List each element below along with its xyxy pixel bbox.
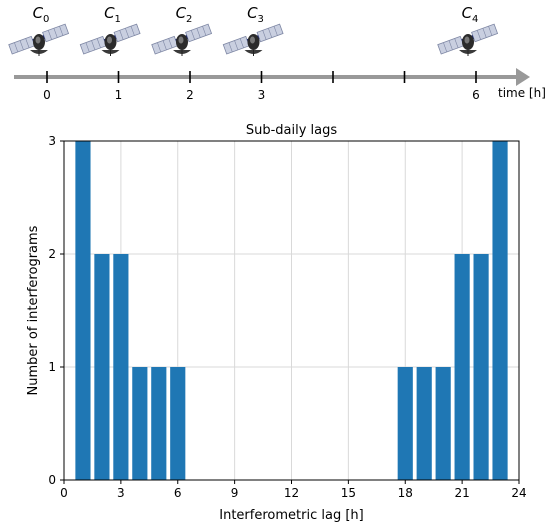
x-tick-label: 24	[511, 486, 526, 500]
timeline-tick-label: 0	[43, 88, 51, 102]
satellite-icon	[437, 23, 499, 57]
x-tick-label: 3	[117, 486, 125, 500]
x-tick-label: 12	[284, 486, 299, 500]
timeline-tick-label: 6	[472, 88, 480, 102]
bar	[397, 367, 413, 480]
satellite-label: C2	[176, 4, 193, 25]
x-tick-label: 21	[454, 486, 469, 500]
satellite-label: C0	[33, 4, 50, 25]
timeline: 0 1 2 3 6 time [h] C0 C1 C2 C3 C4	[8, 4, 546, 102]
satellite-label: C1	[104, 4, 121, 25]
y-tick-label: 0	[48, 473, 56, 487]
bar	[113, 254, 129, 480]
bar	[132, 367, 148, 480]
bar	[454, 254, 470, 480]
y-tick-label: 2	[48, 247, 56, 261]
y-tick-label: 3	[48, 134, 56, 148]
x-axis-label: Interferometric lag [h]	[219, 508, 363, 523]
y-axis-label: Number of interferograms	[26, 225, 41, 395]
satellite-icon	[222, 23, 284, 57]
x-tick-label: 0	[60, 486, 68, 500]
timeline-axis-label: time [h]	[498, 86, 546, 100]
timeline-tick-label: 3	[258, 88, 266, 102]
timeline-tick-label: 2	[186, 88, 194, 102]
satellite-icon	[8, 23, 70, 57]
timeline-arrowhead	[516, 68, 530, 86]
bar	[416, 367, 432, 480]
bar	[492, 141, 508, 480]
satellite-icon	[79, 23, 141, 57]
satellite-icon	[151, 23, 213, 57]
satellite-label: C3	[247, 4, 264, 25]
bar	[435, 367, 451, 480]
timeline-tick-label: 1	[115, 88, 123, 102]
x-tick-label: 15	[341, 486, 356, 500]
x-tick-label: 18	[398, 486, 413, 500]
chart-title: Sub-daily lags	[246, 123, 338, 138]
x-tick-label: 9	[231, 486, 239, 500]
bar	[75, 141, 91, 480]
satellite-label: C4	[462, 4, 479, 25]
bar	[94, 254, 110, 480]
bar	[473, 254, 489, 480]
bar	[170, 367, 186, 480]
x-tick-label: 6	[174, 486, 182, 500]
y-tick-label: 1	[48, 360, 56, 374]
bar	[151, 367, 167, 480]
